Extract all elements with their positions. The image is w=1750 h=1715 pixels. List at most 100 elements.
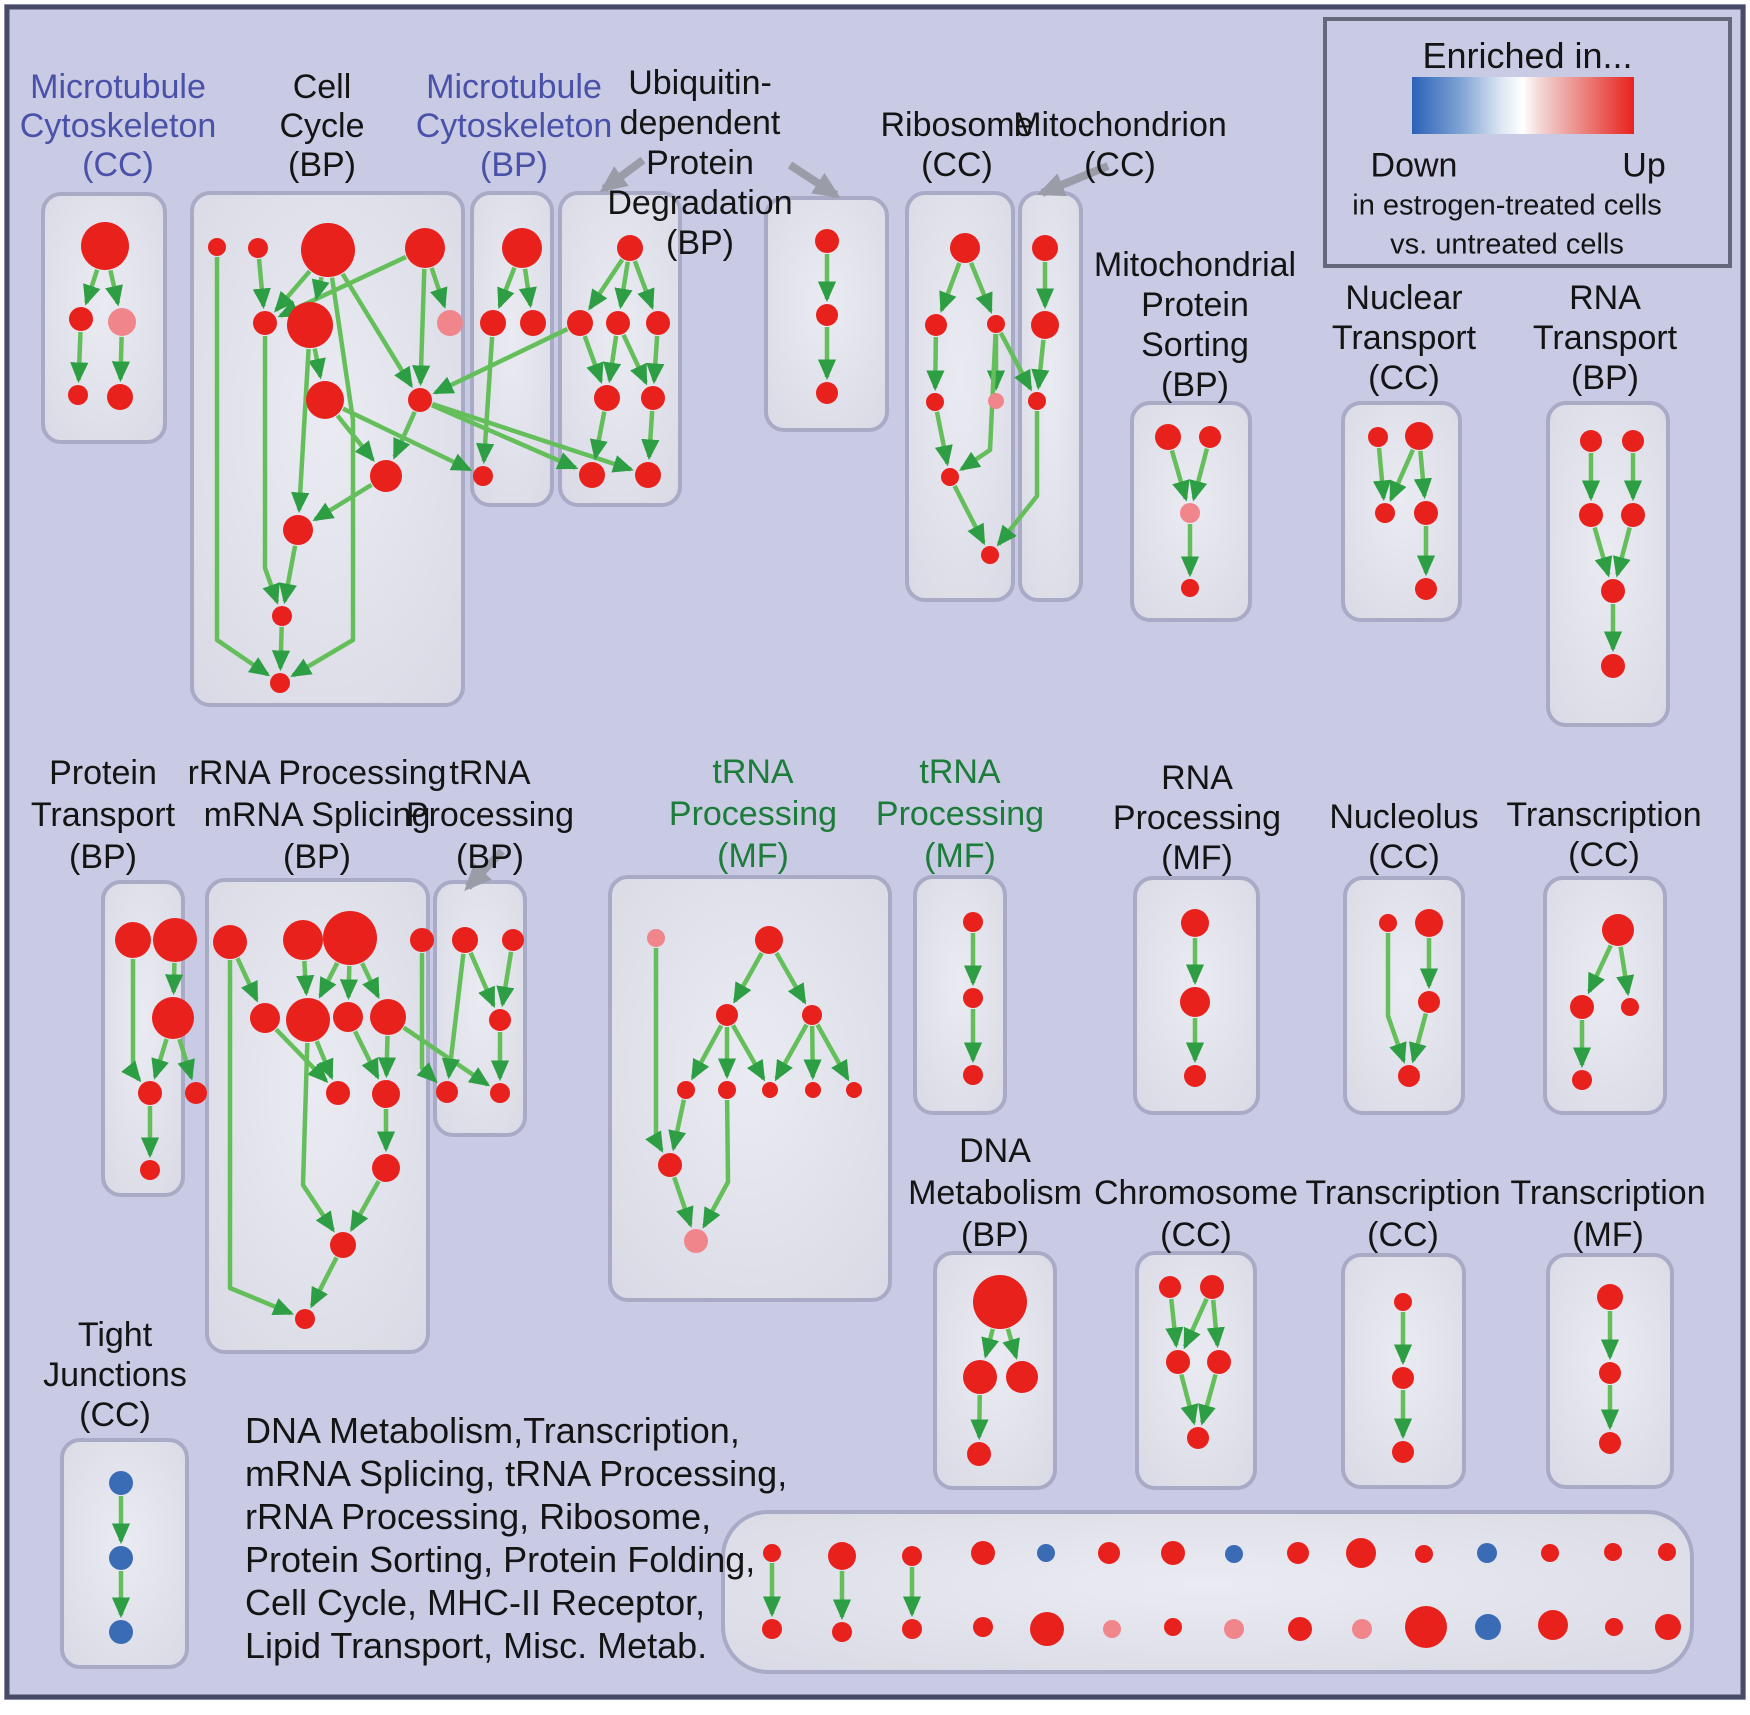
edge-u3-u5 [603,335,622,384]
node-d3-red [1184,1065,1206,1087]
cluster-box-chromosome [1135,1251,1257,1490]
node-i2-red [1392,1367,1414,1389]
node-w4-red [410,928,434,952]
node-bt1-red [763,1544,781,1562]
edge-h2-h4 [1206,1299,1225,1349]
node-c1-red [208,238,226,256]
cluster-box-transcription-cc-2 [1543,876,1667,1115]
edge-e1-e4 [1385,933,1407,1064]
node-bt7-red [1161,1541,1185,1565]
node-y2-red [755,926,783,954]
edge-w6-w12 [300,1042,335,1233]
edge-u3-u6 [621,333,648,386]
cluster-label-tight-junctions-cc: Tight Junctions (CC) [43,1316,187,1434]
node-x3-red [489,1009,511,1031]
node-q5-red [1415,578,1437,600]
edge-r1-r3 [968,261,993,314]
node-w3-red [323,911,377,965]
edge-u6-u8 [641,410,660,461]
node-s1-red [1580,430,1602,452]
edge-y1-y10 [645,948,664,1153]
node-bb15-red [1655,1614,1681,1640]
node-d1-red [1181,909,1209,937]
node-k3-blue [109,1620,133,1644]
label-pointer-arrow-2 [787,161,841,199]
node-u8-red [635,462,661,488]
node-s3-red [1579,503,1603,527]
node-e3-red [1418,991,1440,1013]
node-j2-red [1599,1362,1621,1384]
node-y6-red [718,1081,736,1099]
edge-y4-y8 [803,1025,822,1081]
node-bt10-red [1346,1538,1376,1568]
edge-m2-m4 [476,336,495,465]
edge-w1-w5 [235,957,259,1003]
node-e2-red [1415,909,1443,937]
node-r2-red [925,314,947,336]
edge-w6-w9 [314,1040,334,1081]
edge-u2-u5 [582,335,604,384]
edge-c6-c8 [307,348,326,380]
node-c3-red [301,223,355,277]
node-bt9-red [1287,1542,1309,1564]
node-m4-red [473,466,493,486]
edge-h2-h3 [1182,1297,1209,1350]
node-z2-red [963,988,983,1008]
node-bb8-pink [1224,1619,1244,1639]
node-bt5-blue [1037,1544,1055,1562]
edge-o2-o3 [1031,339,1050,391]
edge-c1-c13 [214,257,271,677]
cluster-label-nucleolus-cc: Nucleolus (CC) [1329,798,1479,876]
edge-w3-w8 [360,962,381,1000]
node-w12-red [330,1232,356,1258]
legend-title: Enriched in... [1422,35,1633,76]
node-v1-red [815,229,839,253]
node-m3-red [520,310,546,336]
edge-y6-y11 [702,1099,731,1229]
node-bt3-red [902,1546,922,1566]
edge-y4-y7 [774,1023,809,1082]
cluster-label-microtubule-cytoskeleton-cc: Microtubule Cytoskeleton (CC) [19,67,217,184]
node-q1-red [1368,427,1388,447]
edge-r2-r4 [926,336,945,392]
edge-c5-c12 [262,336,280,605]
node-u7-red [579,462,605,488]
node-s4-red [1621,503,1645,527]
edge-y2-y4 [774,951,807,1005]
node-w13-red [295,1309,315,1329]
edge-u4-u6 [646,335,665,385]
cluster-label-dna-metabolism-bp: DNA Metabolism (BP) [908,1132,1082,1254]
legend-context-line2: vs. untreated cells [1390,228,1624,261]
edge-w11-w12 [349,1179,381,1232]
node-q2-red [1405,422,1433,450]
cluster-label-mitochondrion-cc: Mitochondrion (CC) [1013,106,1227,184]
edge-t3-t4 [151,1038,169,1080]
node-f1-red [1602,914,1634,946]
node-y9-red [846,1082,862,1098]
node-h5-red [1187,1427,1209,1449]
edge-f1-f2 [1587,944,1613,995]
cluster-box-bottom-misc [721,1510,1694,1674]
node-f4-red [1572,1070,1592,1090]
node-y7-red [762,1082,778,1098]
cluster-label-protein-transport-bp: Protein Transport (BP) [30,754,176,876]
node-e4-red [1398,1065,1420,1087]
edge-g1-g3 [1002,1328,1020,1360]
legend-up-label: Up [1622,146,1666,185]
node-y5-red [677,1081,695,1099]
edge-w2-w6 [296,960,315,997]
edge-p1-p3 [1169,449,1190,502]
legend-context-line1: in estrogen-treated cells [1352,189,1662,222]
node-r7-red [981,546,999,564]
cluster-label-rna-transport-bp: RNA Transport (BP) [1532,279,1678,397]
node-o2-red [1031,311,1059,339]
node-w9-red [326,1081,350,1105]
node-e1-red [1379,914,1397,932]
node-t1-red [115,922,151,958]
node-bt13-red [1541,1544,1559,1562]
edge-p2-p3 [1189,448,1210,502]
edge-w4-x4 [416,953,438,1084]
node-w5-red [250,1003,280,1033]
edge-h1-h3 [1165,1298,1184,1349]
